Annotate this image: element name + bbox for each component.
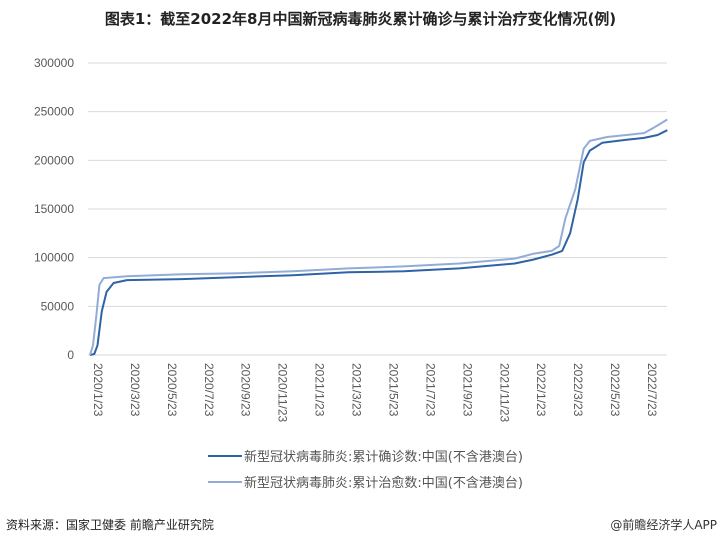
x-tick-label: 2022/3/23 — [571, 363, 585, 417]
x-tick-label: 2020/9/23 — [239, 363, 253, 417]
y-tick-label: 50000 — [41, 299, 75, 313]
x-tick-label: 2021/7/23 — [423, 363, 437, 417]
y-tick-label: 150000 — [34, 202, 74, 216]
series-line-confirmed — [89, 129, 668, 356]
x-tick-label: 2020/1/23 — [91, 363, 105, 417]
x-tick-label: 2020/11/23 — [276, 363, 290, 422]
legend-label: 新型冠状病毒肺炎:累计确诊数:中国(不含港澳台) — [244, 450, 523, 465]
x-tick-label: 2022/7/23 — [645, 363, 659, 417]
legend-label: 新型冠状病毒肺炎:累计治愈数:中国(不含港澳台) — [244, 476, 523, 491]
x-tick-label: 2020/3/23 — [128, 363, 142, 417]
series-line-cured — [89, 118, 668, 356]
x-tick-label: 2021/5/23 — [386, 363, 400, 417]
x-tick-label: 2020/7/23 — [202, 363, 216, 417]
brand-credit: @前瞻经济学人APP — [610, 518, 717, 532]
y-tick-label: 200000 — [34, 153, 74, 167]
x-tick-label: 2021/11/23 — [497, 363, 511, 422]
source-note: 资料来源：国家卫健委 前瞻产业研究院 — [6, 518, 214, 532]
legend-item-cured: 新型冠状病毒肺炎:累计治愈数:中国(不含港澳台) — [208, 472, 523, 491]
x-tick-label: 2021/1/23 — [313, 363, 327, 417]
x-tick-label: 2021/9/23 — [460, 363, 474, 417]
x-tick-label: 2022/5/23 — [608, 363, 622, 417]
legend-swatch — [208, 454, 242, 457]
chart-title: 图表1：截至2022年8月中国新冠病毒肺炎累计确诊与累计治疗变化情况(例) — [104, 10, 617, 28]
x-tick-label: 2021/3/23 — [350, 363, 364, 417]
y-tick-label: 100000 — [34, 251, 74, 265]
legend-swatch — [208, 480, 242, 483]
y-tick-label: 0 — [67, 348, 74, 362]
x-tick-label: 2020/5/23 — [165, 363, 179, 417]
y-tick-label: 300000 — [34, 56, 74, 70]
x-tick-label: 2022/1/23 — [534, 363, 548, 417]
legend-item-confirmed: 新型冠状病毒肺炎:累计确诊数:中国(不含港澳台) — [208, 446, 523, 465]
y-tick-label: 250000 — [34, 105, 74, 119]
